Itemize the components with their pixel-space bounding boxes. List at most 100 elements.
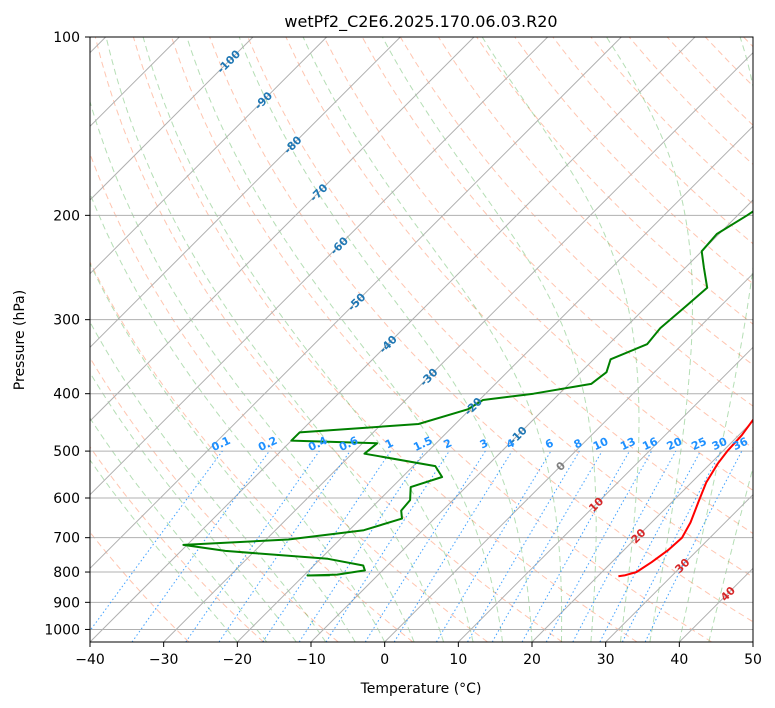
- mixing-ratio-line: [572, 450, 677, 642]
- mixing-ratio-line: [644, 450, 743, 642]
- moist-adiabat: [90, 321, 327, 642]
- chart-title: wetPf2_C2E6.2025.170.06.03.R20: [284, 12, 557, 32]
- mixing-ratio-label: 30: [710, 435, 730, 453]
- moist-adiabat: [105, 37, 445, 642]
- dry-adiabat: [94, 37, 563, 642]
- dry-adiabat: [247, 37, 753, 578]
- mixing-ratio-label: 36: [731, 435, 751, 453]
- y-axis-title: Pressure (hPa): [12, 290, 28, 390]
- plot-frame: [89, 36, 754, 643]
- mixing-ratio-label: 13: [618, 435, 637, 453]
- moist-adiabat: [90, 459, 238, 642]
- dry-adiabat: [476, 37, 753, 325]
- dewpoint-line: [182, 210, 753, 577]
- moist-adiabat: [90, 99, 415, 642]
- mixing-ratio-line: [599, 450, 701, 642]
- y-tick-label: 500: [53, 444, 80, 460]
- dry-adiabat: [437, 37, 753, 366]
- isotherm-line: [310, 199, 753, 642]
- mixing-ratio-line: [545, 450, 653, 642]
- x-axis-title: Temperature (°C): [360, 681, 482, 697]
- dry-adiabat: [704, 37, 753, 87]
- y-tick-label: 100: [53, 30, 80, 46]
- mixing-ratio-line: [325, 450, 450, 642]
- x-tick-label: 0: [380, 652, 389, 668]
- mixing-ratio-label: 25: [689, 435, 708, 453]
- y-tick-label: 700: [53, 531, 80, 547]
- isotherm-label: -100: [215, 47, 244, 76]
- y-tick-label: 200: [53, 208, 80, 224]
- dry-adiabat: [666, 37, 753, 126]
- mixing-ratio-label: 20: [665, 435, 685, 453]
- isotherm-line: [457, 346, 753, 642]
- moist-adiabat: [381, 37, 597, 642]
- mixing-ratio-label: 6: [543, 436, 556, 451]
- x-tick-label: 10: [449, 652, 467, 668]
- mixing-ratio-line: [298, 450, 425, 642]
- mixing-ratio-line: [218, 450, 351, 642]
- mixing-ratio-label: 16: [640, 435, 660, 453]
- x-tick-label: −10: [296, 652, 326, 668]
- moist-adiabat: [238, 37, 533, 642]
- mixing-ratio-label: 2: [442, 436, 454, 451]
- isotherm-line: [678, 567, 753, 642]
- isotherm-line: [163, 51, 753, 642]
- isotherm-line: [752, 641, 753, 642]
- isotherm-line: [90, 37, 622, 570]
- dry-adiabat: [285, 37, 753, 535]
- dry-adiabat: [743, 37, 753, 48]
- x-tick-label: −40: [75, 652, 105, 668]
- y-tick-label: 1000: [44, 622, 80, 638]
- sounding-lines: [182, 210, 753, 578]
- dry-adiabat: [90, 531, 190, 642]
- isotherm-line: [90, 37, 401, 349]
- dry-adiabat: [90, 260, 414, 642]
- mixing-ratio-line: [393, 450, 513, 642]
- dry-adiabat: [90, 446, 264, 642]
- temperature-line: [618, 418, 753, 578]
- dry-adiabat: [90, 356, 339, 642]
- isotherm-line: [90, 37, 475, 422]
- moist-adiabat: [678, 37, 753, 642]
- x-tick-label: −20: [223, 652, 253, 668]
- moist-adiabat: [90, 262, 356, 642]
- moist-adiabat: [302, 37, 563, 642]
- x-axis: −40 −30 −20 −10 0 10 20 30 40 50: [75, 642, 762, 668]
- mixing-ratio-line: [467, 450, 580, 642]
- mixing-ratio-line: [185, 450, 320, 642]
- dry-adiabat: [132, 37, 638, 642]
- moist-adiabat: [90, 192, 386, 642]
- dry-adiabat: [590, 37, 753, 205]
- x-tick-label: 20: [523, 652, 541, 668]
- isotherm-line: [90, 37, 328, 275]
- y-tick-label: 800: [53, 565, 80, 581]
- dry-adiabat: [90, 152, 488, 642]
- moist-adiabat: [186, 37, 503, 642]
- x-tick-label: 50: [744, 652, 762, 668]
- moist-adiabat: [90, 417, 268, 642]
- isotherm-line: [236, 125, 753, 642]
- moist-adiabat: [606, 37, 693, 642]
- isotherm-label: -90: [252, 89, 275, 112]
- y-tick-label: 400: [53, 387, 80, 403]
- dry-adiabat: [171, 37, 712, 642]
- mixing-ratio-line: [262, 450, 392, 642]
- y-axis: 100 200 300 400 500 600 700 800 900 1000: [44, 30, 90, 638]
- moist-adiabat: [90, 371, 297, 642]
- x-tick-label: 40: [670, 652, 688, 668]
- isotherm-line: [531, 420, 753, 642]
- y-tick-label: 300: [53, 313, 80, 329]
- moist-adiabat: [708, 465, 753, 642]
- dry-adiabat: [514, 37, 753, 285]
- isotherm-line: [384, 272, 753, 642]
- isotherm-line: [605, 493, 753, 642]
- isotherm-line: [90, 37, 549, 496]
- x-tick-label: −30: [149, 652, 179, 668]
- dry-adiabat: [209, 37, 753, 623]
- mixing-ratio-line: [90, 450, 223, 632]
- mixing-ratio-label: 10: [591, 435, 611, 453]
- moist-adiabat: [481, 37, 640, 642]
- isotherm-line: [90, 37, 696, 642]
- isotherm-line: [90, 37, 254, 201]
